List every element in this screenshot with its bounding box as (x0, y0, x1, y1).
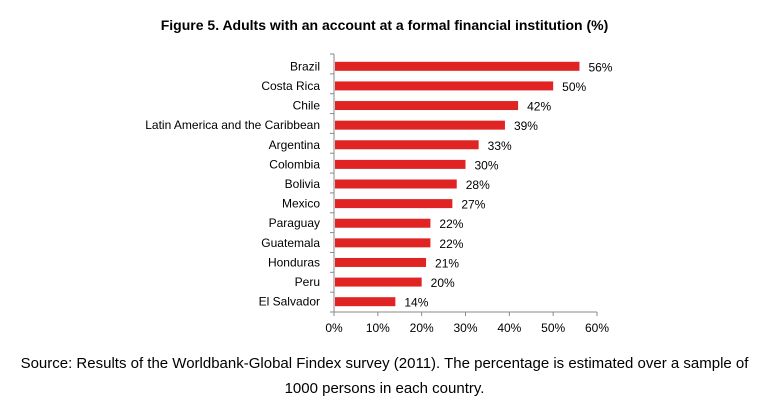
bar (335, 120, 505, 130)
data-label: 20% (431, 276, 455, 290)
source-line-2: 1000 persons in each country. (284, 380, 485, 397)
data-label: 27% (461, 198, 485, 212)
category-label: Mexico (282, 197, 320, 211)
category-label: Guatemala (261, 236, 320, 250)
category-label: Chile (293, 99, 321, 113)
bar (335, 199, 453, 209)
data-label: 42% (527, 100, 551, 114)
data-label: 50% (562, 80, 586, 94)
data-label: 14% (404, 296, 428, 310)
data-label: 22% (439, 237, 463, 251)
x-tick-label: 20% (410, 321, 434, 335)
x-tick-label: 40% (497, 321, 521, 335)
category-label: Honduras (268, 255, 320, 269)
bar (335, 257, 427, 267)
category-label: Latin America and the Caribbean (145, 118, 320, 132)
data-label: 22% (439, 217, 463, 231)
chart-title: Figure 5. Adults with an account at a fo… (160, 17, 609, 33)
category-label: Paraguay (269, 216, 320, 230)
data-label: 21% (435, 256, 459, 270)
bar (335, 238, 431, 248)
data-label: 33% (488, 139, 512, 153)
category-label: Brazil (290, 59, 320, 73)
x-tick-label: 60% (585, 321, 609, 335)
bar (335, 218, 431, 228)
bar (335, 140, 479, 150)
category-label: Bolivia (285, 177, 321, 191)
bar (335, 277, 422, 287)
bar (335, 179, 457, 189)
x-tick-label: 50% (541, 321, 565, 335)
data-label: 56% (588, 60, 612, 74)
bar (335, 297, 396, 307)
x-tick-label: 30% (453, 321, 477, 335)
source-line-1: Source: Results of the Worldbank-Global … (20, 355, 749, 372)
x-tick-label: 10% (366, 321, 390, 335)
category-label: Peru (295, 275, 320, 289)
data-label: 28% (466, 178, 490, 192)
bar (335, 81, 554, 91)
x-tick-label: 0% (325, 321, 343, 335)
category-label: El Salvador (259, 295, 320, 309)
data-label: 30% (475, 158, 499, 172)
bar (335, 159, 466, 169)
category-label: Colombia (269, 157, 320, 171)
bar (335, 101, 519, 111)
bar (335, 61, 580, 71)
data-label: 39% (514, 119, 538, 133)
category-label: Argentina (269, 138, 321, 152)
category-label: Costa Rica (261, 79, 320, 93)
